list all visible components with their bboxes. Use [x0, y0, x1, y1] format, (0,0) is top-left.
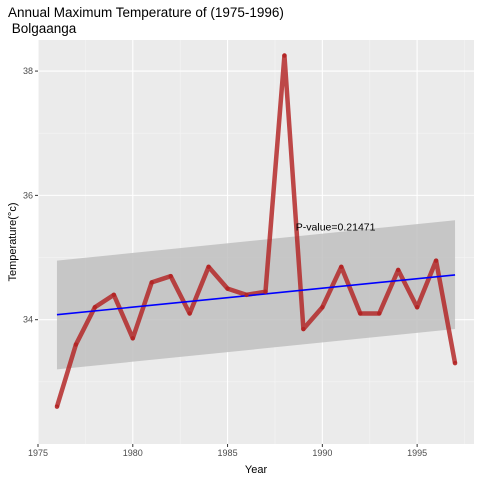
- y-axis-ticks: 34 36 38: [23, 66, 38, 325]
- data-point-1985: [225, 286, 230, 291]
- y-axis-title: Temperature(°c): [7, 203, 19, 282]
- data-point-1981: [149, 280, 154, 285]
- data-point-1991: [339, 264, 344, 270]
- chart-title-line2: Bolgaanga: [8, 21, 77, 36]
- chart-title-line1: Annual Maximum Temperature of (1975-1996…: [8, 5, 284, 20]
- data-point-1996: [433, 258, 439, 263]
- x-axis-ticks: 1975 1980 1985 1990 1995: [28, 444, 427, 458]
- y-tick-label-36: 36: [23, 190, 33, 200]
- data-point-1982: [168, 273, 173, 279]
- y-tick-label-34: 34: [23, 315, 33, 325]
- x-tick-label-1985: 1985: [218, 448, 238, 458]
- data-point-1992: [358, 311, 363, 316]
- x-tick-label-1990: 1990: [312, 448, 332, 458]
- data-point-1987: [263, 289, 268, 294]
- x-tick-label-1980: 1980: [123, 448, 143, 458]
- data-point-1976: [54, 404, 60, 409]
- y-tick-label-38: 38: [23, 66, 33, 76]
- data-point-1995: [414, 305, 420, 310]
- x-axis-title: Year: [245, 464, 268, 476]
- data-point-1997: [452, 361, 458, 366]
- data-point-1989: [301, 326, 306, 332]
- data-point-1990: [320, 305, 325, 310]
- data-point-1977: [73, 342, 79, 347]
- data-point-1984: [206, 264, 211, 270]
- data-point-1983: [187, 311, 192, 316]
- trend-line: [56, 274, 456, 316]
- temperature-series-line: [54, 53, 458, 408]
- x-tick-label-1975: 1975: [28, 448, 48, 458]
- data-point-1978: [92, 305, 98, 310]
- data-points: [54, 53, 458, 409]
- p-value-annotation: P-value=0.21471: [296, 221, 376, 233]
- data-point-1986: [244, 292, 249, 298]
- x-tick-label-1995: 1995: [407, 448, 427, 458]
- data-point-1993: [377, 311, 382, 316]
- data-point-1980: [130, 336, 135, 341]
- data-point-1994: [395, 267, 401, 273]
- data-point-1979: [111, 292, 117, 298]
- data-point-1988: [282, 53, 287, 58]
